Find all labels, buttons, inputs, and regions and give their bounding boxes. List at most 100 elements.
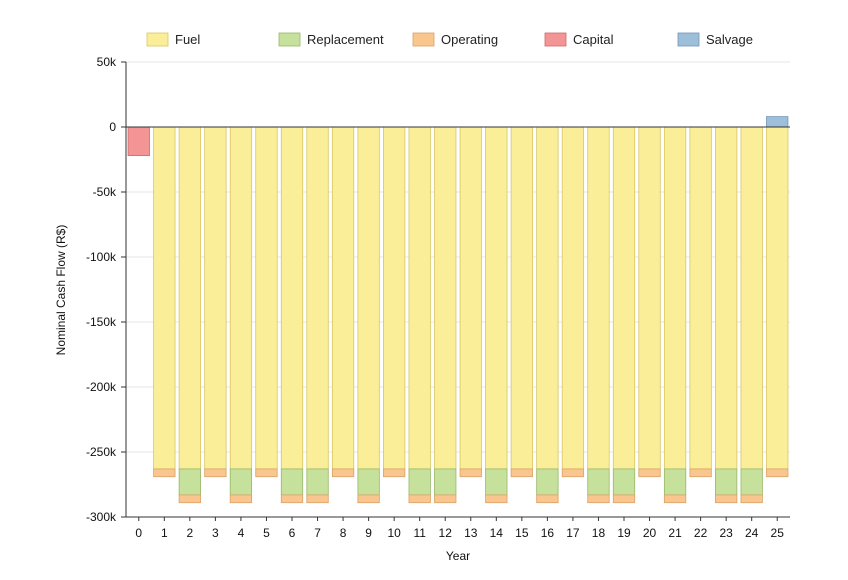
x-tick-label: 24	[745, 526, 759, 540]
x-tick-label: 14	[490, 526, 504, 540]
y-tick-label: -200k	[86, 380, 117, 394]
bar-operating-year-7	[306, 494, 329, 504]
bar-fuel-year-25	[766, 126, 789, 470]
bar-operating-year-21	[663, 494, 687, 504]
x-tick-label: 3	[212, 526, 219, 540]
x-tick-label: 15	[515, 526, 529, 540]
bar-operating-year-2	[178, 494, 201, 504]
bars	[127, 116, 789, 504]
x-axis-ticks: 0 1 2 3 4 5 6 7 8 9 10 11 12 13 14 15 16 17 18 19 20 21 22 23 24…	[135, 517, 784, 540]
bar-operating-year-15	[510, 468, 533, 478]
bar-replacement-year-11	[408, 468, 431, 496]
bar-replacement-year-7	[306, 468, 329, 496]
bar-fuel-year-11	[408, 126, 431, 470]
x-tick-label: 5	[263, 526, 270, 540]
x-tick-label: 12	[439, 526, 453, 540]
bar-fuel-year-18	[587, 126, 610, 470]
bar-operating-year-19	[612, 494, 636, 504]
bar-replacement-year-19	[612, 468, 636, 496]
x-tick-label: 11	[413, 526, 426, 540]
x-tick-label: 25	[771, 526, 785, 540]
bar-replacement-year-9	[357, 468, 380, 496]
bar-replacement-year-14	[485, 468, 508, 496]
legend-swatch-fuel	[146, 32, 169, 47]
bar-fuel-year-16	[536, 126, 559, 470]
x-tick-label: 7	[314, 526, 321, 540]
bar-operating-year-8	[331, 468, 355, 478]
bar-fuel-year-13	[459, 126, 482, 470]
bar-fuel-year-6	[280, 126, 304, 470]
x-tick-label: 1	[161, 526, 168, 540]
x-tick-label: 22	[694, 526, 708, 540]
x-tick-label: 21	[668, 526, 682, 540]
bar-operating-year-23	[715, 494, 738, 504]
bar-fuel-year-2	[178, 126, 201, 470]
legend-label-fuel: Fuel	[175, 32, 200, 47]
x-tick-label: 4	[238, 526, 245, 540]
bar-replacement-year-2	[178, 468, 201, 496]
y-tick-label: 50k	[97, 55, 117, 69]
bar-operating-year-9	[357, 494, 380, 504]
bar-fuel-year-17	[561, 126, 585, 470]
legend-swatch-operating	[412, 32, 435, 47]
bar-fuel-year-7	[306, 126, 329, 470]
bar-operating-year-24	[740, 494, 763, 504]
bar-replacement-year-18	[587, 468, 610, 496]
legend: Fuel Replacement Operating Capital Salvage	[146, 32, 753, 47]
x-tick-label: 10	[387, 526, 401, 540]
y-tick-label: 0	[109, 120, 116, 134]
y-tick-label: -150k	[86, 315, 117, 329]
y-tick-label: -300k	[86, 510, 117, 524]
y-tick-label: -50k	[93, 185, 117, 199]
x-tick-label: 20	[643, 526, 657, 540]
x-tick-label: 6	[289, 526, 296, 540]
bar-fuel-year-10	[383, 126, 406, 470]
axes	[125, 62, 790, 518]
legend-label-salvage: Salvage	[706, 32, 753, 47]
x-axis-title: Year	[446, 549, 470, 563]
bar-fuel-year-20	[638, 126, 661, 470]
bar-fuel-year-5	[255, 126, 278, 470]
bar-fuel-year-14	[485, 126, 508, 470]
bar-replacement-year-16	[536, 468, 559, 496]
bar-operating-year-11	[408, 494, 431, 504]
x-tick-label: 0	[135, 526, 142, 540]
bar-replacement-year-6	[280, 468, 304, 496]
bar-fuel-year-1	[153, 126, 176, 470]
x-tick-label: 18	[592, 526, 606, 540]
bar-operating-year-5	[255, 468, 278, 478]
bar-replacement-year-12	[434, 468, 457, 496]
x-tick-label: 19	[617, 526, 631, 540]
y-axis-ticks: 50k 0 -50k -100k -150k -200k -250k -300k	[86, 55, 126, 524]
bar-fuel-year-4	[229, 126, 253, 470]
bar-operating-year-17	[561, 468, 585, 478]
y-tick-label: -250k	[86, 445, 117, 459]
x-tick-label: 2	[187, 526, 194, 540]
legend-label-replacement: Replacement	[307, 32, 384, 47]
bar-operating-year-1	[153, 468, 176, 478]
legend-swatch-capital	[544, 32, 567, 47]
bar-fuel-year-24	[740, 126, 763, 470]
bar-fuel-year-21	[663, 126, 687, 470]
bar-salvage-year-25	[766, 116, 789, 128]
bar-replacement-year-24	[740, 468, 763, 496]
bar-operating-year-22	[689, 468, 712, 478]
bar-replacement-year-4	[229, 468, 253, 496]
bar-operating-year-6	[280, 494, 304, 504]
bar-operating-year-25	[766, 468, 789, 478]
bar-operating-year-4	[229, 494, 253, 504]
bar-operating-year-13	[459, 468, 482, 478]
bar-replacement-year-21	[663, 468, 687, 496]
bar-operating-year-10	[383, 468, 406, 478]
bar-operating-year-12	[434, 494, 457, 504]
bar-replacement-year-23	[715, 468, 738, 496]
x-tick-label: 16	[541, 526, 555, 540]
bar-fuel-year-23	[715, 126, 738, 470]
bar-fuel-year-19	[612, 126, 636, 470]
y-axis-title: Nominal Cash Flow (R$)	[54, 225, 68, 356]
x-tick-label: 23	[719, 526, 733, 540]
legend-label-capital: Capital	[573, 32, 614, 47]
x-tick-label: 13	[464, 526, 478, 540]
bar-operating-year-16	[536, 494, 559, 504]
